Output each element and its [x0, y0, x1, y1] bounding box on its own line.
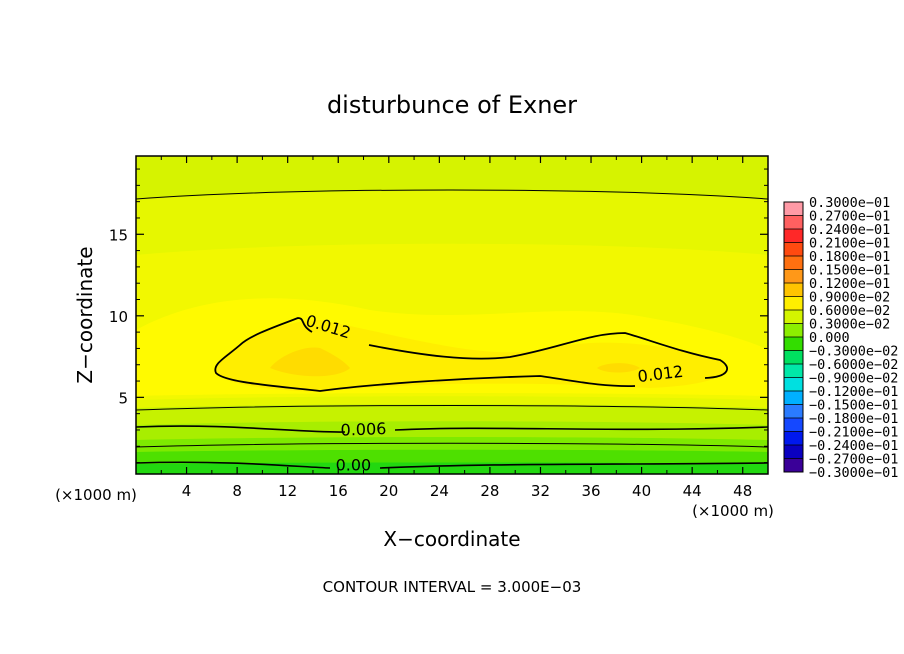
- legend-label: 0.3000e−02: [809, 317, 890, 333]
- legend-label: −0.3000e−01: [809, 465, 898, 481]
- contour-label: 0.006: [340, 419, 386, 440]
- legend-label: −0.1200e−01: [809, 384, 898, 400]
- legend-label: −0.2700e−01: [809, 452, 898, 468]
- legend-label: −0.1500e−01: [809, 398, 898, 414]
- legend-label: −0.3000e−02: [809, 344, 898, 360]
- legend-swatch: [784, 323, 803, 338]
- plot-frame: [135, 155, 769, 475]
- x-tick-label: 8: [232, 482, 242, 500]
- legend-swatch: [784, 377, 803, 392]
- legend-label: −0.2100e−01: [809, 425, 898, 441]
- legend-swatch: [784, 256, 803, 270]
- x-tick-label: 40: [632, 482, 651, 500]
- x-tick-label: 20: [379, 482, 398, 500]
- legend-swatch: [784, 445, 803, 459]
- legend-swatch: [784, 242, 803, 257]
- legend-swatch: [784, 229, 803, 243]
- contour-field: [136, 156, 768, 474]
- legend-swatch: [784, 337, 803, 351]
- x-unit-label-right: (×1000 m): [692, 502, 774, 520]
- legend-label: 0.1200e−01: [809, 276, 890, 292]
- legend-label: 0.1500e−01: [809, 263, 890, 279]
- y-tick-label: 5: [118, 389, 128, 407]
- y-axis-label: Z−coordinate: [73, 246, 97, 383]
- legend-swatch: [784, 215, 803, 230]
- x-tick-label: 12: [278, 482, 297, 500]
- legend-label: 0.2100e−01: [809, 236, 890, 252]
- x-tick-label: 24: [430, 482, 449, 500]
- x-tick-label: 28: [480, 482, 499, 500]
- legend-swatch: [784, 418, 803, 432]
- x-ticks: 4 8 12 16 20 24 28 32 36 40 44 48: [160, 156, 752, 500]
- legend-label: −0.9000e−02: [809, 371, 898, 387]
- legend-swatch: [784, 202, 803, 216]
- legend-label: 0.6000e−02: [809, 303, 890, 319]
- legend-label: 0.1800e−01: [809, 249, 890, 265]
- legend-frame: [783, 201, 804, 473]
- legend-swatch: [784, 404, 803, 419]
- contour-interval-footer: CONTOUR INTERVAL = 3.000E−03: [323, 578, 582, 596]
- x-axis-label: X−coordinate: [383, 527, 520, 551]
- x-tick-label: 16: [329, 482, 348, 500]
- x-tick-label: 32: [531, 482, 550, 500]
- x-tick-label: 48: [733, 482, 752, 500]
- legend-label: 0.2400e−01: [809, 222, 890, 238]
- x-tick-label: 4: [182, 482, 192, 500]
- legend-label: 0.000: [809, 330, 850, 346]
- legend-label: 0.3000e−01: [809, 195, 890, 211]
- x-unit-label-left: (×1000 m): [55, 486, 137, 504]
- y-tick-label: 10: [109, 308, 128, 326]
- legend-label: 0.2700e−01: [809, 209, 890, 225]
- color-legend: 0.3000e−010.2700e−010.2400e−010.2100e−01…: [783, 195, 898, 481]
- chart-title: disturbunce of Exner: [327, 91, 577, 119]
- legend-swatch: [784, 364, 803, 378]
- legend-label: −0.2400e−01: [809, 438, 898, 454]
- legend-swatch: [784, 296, 803, 311]
- legend-swatch: [784, 283, 803, 297]
- x-tick-label: 36: [581, 482, 600, 500]
- legend-label: 0.9000e−02: [809, 290, 890, 306]
- legend-swatch: [784, 391, 803, 405]
- legend-swatch: [784, 458, 803, 473]
- y-ticks: 5 10 15: [109, 168, 768, 464]
- legend-label: −0.6000e−02: [809, 357, 898, 373]
- y-tick-label: 15: [109, 226, 128, 244]
- legend-swatch: [784, 350, 803, 365]
- legend-label: −0.1800e−01: [809, 411, 898, 427]
- contour-label: 0.00: [336, 456, 372, 475]
- legend-swatch: [784, 431, 803, 446]
- x-tick-label: 44: [683, 482, 702, 500]
- legend-swatch: [784, 269, 803, 284]
- legend-swatch: [784, 310, 803, 324]
